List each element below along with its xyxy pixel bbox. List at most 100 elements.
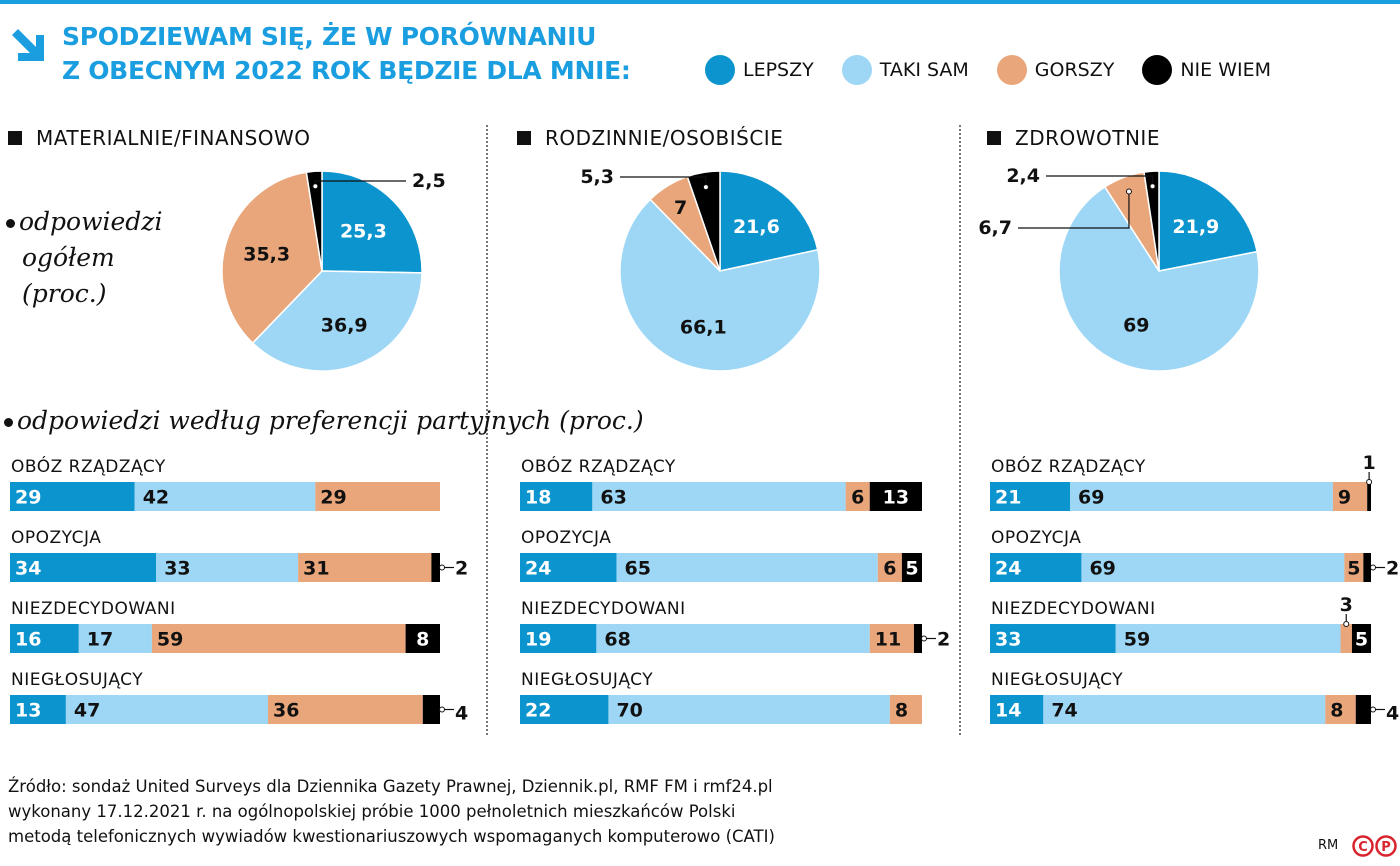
title-line-1: SPODZIEWAM SIĘ, ŻE W PORÓWNANIU — [62, 22, 597, 51]
bar-segment-nie-wiem — [1367, 482, 1371, 511]
column-divider — [959, 125, 961, 735]
pie-value-label: 36,9 — [321, 315, 368, 337]
chart-title: SPODZIEWAM SIĘ, ŻE W PORÓWNANIU Z OBECNY… — [62, 20, 631, 88]
legend: LEPSZY TAKI SAM GORSZY NIE WIEM — [705, 55, 1299, 85]
footer-line: Źródło: sondaż United Surveys dla Dzienn… — [8, 777, 773, 796]
callout-line — [620, 176, 707, 188]
bar-value-label: 16 — [15, 629, 41, 651]
svg-text:C: C — [1358, 840, 1368, 855]
bar-value-label: 2 — [1386, 558, 1399, 580]
pie-value-label: 7 — [674, 197, 687, 219]
footer-line: wykonany 17.12.2021 r. na ogólnopolskiej… — [8, 802, 736, 821]
callout-dot — [1343, 621, 1350, 627]
pie-value-label: 21,6 — [733, 216, 780, 238]
callout-dot — [1149, 183, 1156, 190]
bar-value-label: 2 — [937, 629, 950, 651]
bar-segment-taki-sam — [156, 553, 299, 582]
callout-dot — [439, 564, 445, 571]
bar-segment-gorszy — [845, 482, 870, 511]
bar-segment-lepszy — [990, 695, 1044, 724]
bar-segment-taki-sam — [1115, 624, 1341, 653]
callout-dot — [439, 706, 445, 713]
bar-value-label: 5 — [1355, 629, 1368, 651]
bullet-icon — [4, 418, 13, 427]
bar-value-label: 33 — [164, 558, 190, 580]
note-overall: odpowiedzi ogółem (proc.) — [6, 204, 162, 312]
bar-value-label: 19 — [525, 629, 551, 651]
bar-segment-gorszy — [1325, 695, 1356, 724]
category-label: OPOZYCJA — [521, 528, 612, 548]
bar-segment-lepszy — [520, 553, 617, 582]
bar-value-label: 5 — [905, 558, 918, 580]
bar-segment-nie-wiem — [901, 553, 922, 582]
pie-value-label: 2,5 — [412, 170, 446, 192]
section-title: MATERIALNIE/FINANSOWO — [36, 126, 311, 150]
bar-segment-lepszy — [990, 482, 1071, 511]
bar-value-label: 29 — [15, 487, 41, 509]
bar-segment-nie-wiem — [869, 482, 922, 511]
pie-value-label: 21,9 — [1172, 216, 1219, 238]
callout-dot — [921, 635, 927, 642]
author-initials: RM — [1318, 838, 1339, 853]
bar-value-label: 6 — [851, 487, 864, 509]
bar-segment-gorszy — [1340, 624, 1352, 653]
pie-slice-nie-wiem — [305, 170, 323, 272]
category-label: NIEGŁOSUJĄCY — [991, 670, 1124, 690]
bar-segment-lepszy — [990, 553, 1082, 582]
bar-value-label: 33 — [995, 629, 1021, 651]
callout-dot — [1366, 479, 1373, 485]
callout-dot — [702, 184, 709, 191]
bar-value-label: 31 — [303, 558, 329, 580]
callout-dot — [1125, 188, 1132, 195]
legend-label: LEPSZY — [743, 59, 814, 81]
bar-value-label: 9 — [1338, 487, 1351, 509]
bar-segment-gorszy — [298, 553, 432, 582]
pie-value-label: 5,3 — [580, 166, 614, 188]
callout-dot — [1370, 706, 1376, 713]
bar-value-label: 8 — [895, 700, 908, 722]
note-text: odpowiedzi — [19, 207, 163, 236]
pie-value-label: 2,4 — [1006, 165, 1040, 187]
bar-value-label: 17 — [87, 629, 113, 651]
square-bullet-icon — [8, 131, 22, 145]
category-label: NIEZDECYDOWANI — [991, 599, 1156, 619]
bar-value-label: 2 — [455, 558, 468, 580]
bar-segment-taki-sam — [134, 482, 316, 511]
legend-label: GORSZY — [1034, 59, 1115, 81]
bar-segment-gorszy — [315, 482, 440, 511]
pie-value-label: 66,1 — [680, 317, 727, 339]
legend-swatch — [841, 55, 872, 85]
bar-value-label: 29 — [320, 487, 346, 509]
bar-segment-taki-sam — [1043, 695, 1326, 724]
bar-value-label: 69 — [1089, 558, 1115, 580]
bar-value-label: 34 — [15, 558, 41, 580]
pie-slice-lepszy — [719, 170, 819, 272]
bar-segment-lepszy — [520, 695, 609, 724]
callout-dot — [1370, 564, 1376, 571]
bar-segment-gorszy — [869, 624, 914, 653]
svg-text:P: P — [1381, 840, 1391, 855]
bar-segment-gorszy — [889, 695, 922, 724]
bar-value-label: 4 — [455, 703, 468, 725]
bar-segment-lepszy — [10, 553, 157, 582]
pie-value-label: 69 — [1123, 314, 1149, 336]
bar-segment-taki-sam — [596, 624, 870, 653]
bar-value-label: 14 — [995, 700, 1021, 722]
bar-value-label: 42 — [143, 487, 169, 509]
pie-slice-lepszy — [1158, 170, 1258, 272]
bar-segment-nie-wiem — [422, 695, 440, 724]
pie-value-label: 25,3 — [340, 220, 387, 242]
bar-segment-gorszy — [151, 624, 406, 653]
legend-swatch — [1142, 55, 1173, 85]
square-bullet-icon — [987, 131, 1001, 145]
category-label: NIEGŁOSUJĄCY — [521, 670, 654, 690]
section-title: RODZINNIE/OSOBIŚCIE — [545, 126, 784, 150]
square-bullet-icon — [517, 131, 531, 145]
pie-slice-taki-sam — [251, 270, 423, 372]
section-heading-materialnie: MATERIALNIE/FINANSOWO — [8, 126, 311, 150]
bar-value-label: 13 — [883, 487, 909, 509]
section-heading-rodzinnie: RODZINNIE/OSOBIŚCIE — [517, 126, 783, 150]
bar-segment-gorszy — [877, 553, 902, 582]
bar-value-label: 8 — [1330, 700, 1343, 722]
pie-slice-taki-sam — [619, 198, 821, 372]
